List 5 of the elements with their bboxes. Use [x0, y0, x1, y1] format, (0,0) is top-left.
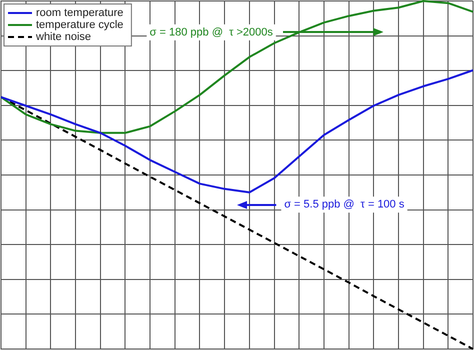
- annotation: σ = 5.5 ppb @ τ = 100 s: [284, 198, 405, 211]
- legend-label: white noise: [35, 31, 92, 44]
- legend-label: temperature cycle: [36, 19, 124, 32]
- legend-label: room temperature: [36, 7, 124, 20]
- annotation: σ = 180 ppb @ τ >2000s: [150, 26, 274, 38]
